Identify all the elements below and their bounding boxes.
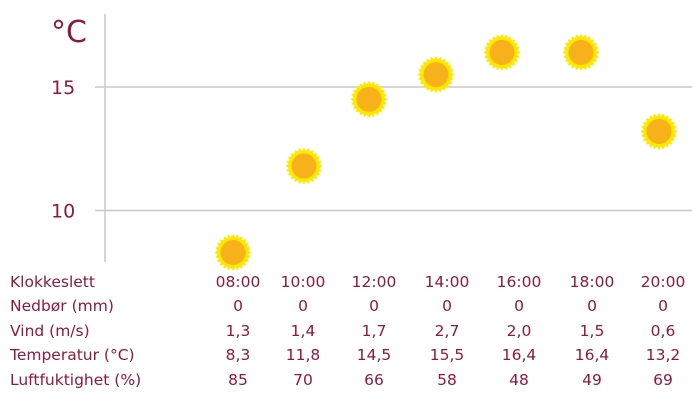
table-cell: 58 bbox=[437, 370, 457, 389]
table-row: Vind (m/s) 1,3 1,4 1,7 2,7 2,0 1,5 0,6 bbox=[0, 319, 692, 343]
table-cell: 14:00 bbox=[424, 273, 470, 291]
table-cell: 0 bbox=[369, 297, 379, 316]
table-cell: 18:00 bbox=[569, 273, 615, 291]
row-label: Klokkeslett bbox=[10, 273, 95, 291]
table-row: Klokkeslett 08:00 10:00 12:00 14:00 16:00 18:0… bbox=[0, 270, 692, 294]
sun-markers bbox=[214, 33, 678, 270]
row-label: Temperatur (°C) bbox=[10, 346, 135, 365]
row-label: Luftfuktighet (%) bbox=[10, 370, 142, 389]
sun-icon bbox=[214, 233, 252, 270]
table-cell: 1,7 bbox=[361, 321, 387, 340]
table-cell: 48 bbox=[509, 370, 529, 389]
table-cell: 0 bbox=[442, 297, 452, 316]
sun-icon bbox=[562, 33, 600, 71]
table-row: Luftfuktighet (%) 85 70 66 58 48 49 69 bbox=[0, 368, 692, 392]
table-cell: 16,4 bbox=[574, 346, 610, 365]
table-cell: 66 bbox=[364, 370, 384, 389]
row-label: Nedbør (mm) bbox=[10, 297, 114, 316]
table-cell: 08:00 bbox=[215, 273, 261, 291]
table-cell: 69 bbox=[653, 370, 673, 389]
table-cell: 12:00 bbox=[351, 273, 397, 291]
sun-icon bbox=[483, 33, 521, 71]
table-cell: 0 bbox=[658, 297, 668, 316]
sun-icon bbox=[350, 80, 388, 118]
table-cell: 15,5 bbox=[429, 346, 465, 365]
table-cell: 1,3 bbox=[225, 321, 251, 340]
table-cell: 0,6 bbox=[650, 321, 676, 340]
table-cell: 13,2 bbox=[645, 346, 681, 365]
table-cell: 10:00 bbox=[280, 273, 326, 291]
table-cell: 70 bbox=[293, 370, 313, 389]
table-cell: 2,7 bbox=[434, 321, 460, 340]
table-cell: 1,4 bbox=[290, 321, 316, 340]
table-cell: 1,5 bbox=[579, 321, 605, 340]
table-cell: 16,4 bbox=[501, 346, 537, 365]
table-row: Temperatur (°C) 8,3 11,8 14,5 15,5 16,4 16,4 13… bbox=[0, 343, 692, 367]
unit-label: °C bbox=[51, 15, 87, 50]
sun-icon bbox=[640, 112, 678, 150]
table-cell: 0 bbox=[514, 297, 524, 316]
table-cell: 0 bbox=[233, 297, 243, 316]
weather-table: Klokkeslett 08:00 10:00 12:00 14:00 16:00 18:0… bbox=[0, 270, 692, 401]
table-cell: 14,5 bbox=[356, 346, 392, 365]
gridlines bbox=[95, 86, 692, 212]
y-tick-label: 10 bbox=[51, 201, 75, 223]
table-cell: 0 bbox=[298, 297, 308, 316]
table-cell: 85 bbox=[228, 370, 248, 389]
table-cell: 2,0 bbox=[506, 321, 532, 340]
table-cell: 11,8 bbox=[285, 346, 321, 365]
table-cell: 49 bbox=[582, 370, 602, 389]
y-tick-label: 15 bbox=[51, 77, 75, 99]
row-label: Vind (m/s) bbox=[10, 321, 90, 340]
sun-icon bbox=[417, 56, 455, 94]
table-cell: 0 bbox=[587, 297, 597, 316]
table-cell: 8,3 bbox=[225, 346, 251, 365]
table-cell: 16:00 bbox=[496, 273, 542, 291]
table-row: Nedbør (mm) 0 0 0 0 0 0 0 bbox=[0, 294, 692, 318]
table-cell: 20:00 bbox=[640, 273, 686, 291]
sun-icon bbox=[285, 147, 323, 185]
